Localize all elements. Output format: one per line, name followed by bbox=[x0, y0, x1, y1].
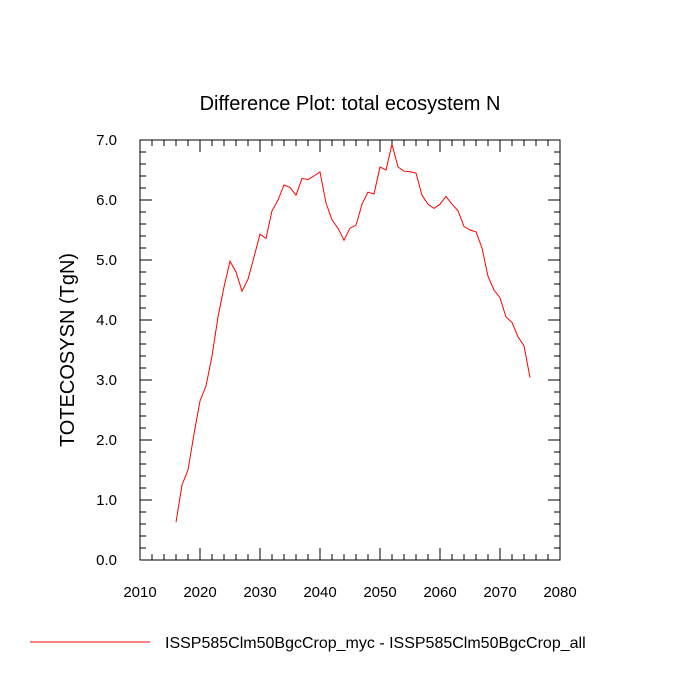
x-tick-label: 2030 bbox=[243, 584, 276, 601]
chart-title: Difference Plot: total ecosystem N bbox=[200, 93, 501, 115]
y-tick-label: 3.0 bbox=[96, 372, 117, 389]
x-tick-label: 2050 bbox=[363, 584, 396, 601]
legend: ISSP585Clm50BgcCrop_myc - ISSP585Clm50Bg… bbox=[30, 635, 586, 652]
x-tick-label: 2080 bbox=[543, 584, 576, 601]
x-tick-label: 2070 bbox=[483, 584, 516, 601]
y-tick-label: 2.0 bbox=[96, 432, 117, 449]
plot-border bbox=[139, 139, 561, 561]
y-tick-label: 0.0 bbox=[96, 552, 117, 569]
y-axis: 0.0 1.0 2.0 3.0 4.0 5.0 6.0 7.0 bbox=[96, 132, 560, 569]
y-tick-label: 5.0 bbox=[96, 252, 117, 269]
x-tick-label: 2010 bbox=[123, 584, 156, 601]
y-tick-label: 7.0 bbox=[96, 132, 117, 149]
plot-frame bbox=[139, 139, 561, 561]
x-tick-label: 2040 bbox=[303, 584, 336, 601]
series-line bbox=[175, 144, 531, 523]
x-tick-label: 2060 bbox=[423, 584, 456, 601]
legend-label: ISSP585Clm50BgcCrop_myc - ISSP585Clm50Bg… bbox=[165, 635, 586, 652]
x-axis: 2010 2020 2030 2040 2050 2060 2070 2080 bbox=[123, 140, 577, 601]
series-layer bbox=[175, 144, 531, 523]
x-tick-label: 2020 bbox=[183, 584, 216, 601]
y-tick-label: 6.0 bbox=[96, 192, 117, 209]
y-axis-label: TOTECOSYSN (TgN) bbox=[57, 253, 79, 447]
y-tick-label: 1.0 bbox=[96, 492, 117, 509]
y-tick-label: 4.0 bbox=[96, 312, 117, 329]
